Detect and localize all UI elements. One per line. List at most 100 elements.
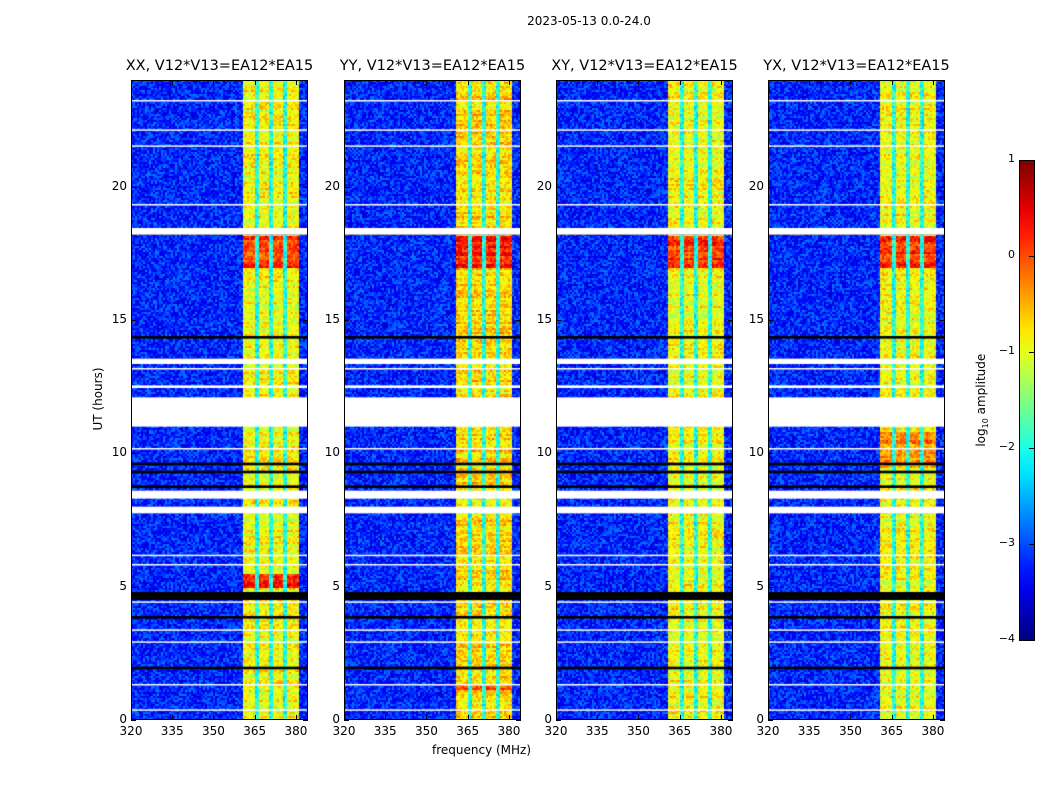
- y-tick: [940, 586, 945, 588]
- waterfall-heatmap: [768, 80, 945, 720]
- colorbar-tick-label: 1: [1008, 152, 1015, 165]
- x-tick-label: 365: [456, 724, 480, 738]
- y-tick: [728, 586, 733, 588]
- y-tick-label: 20: [111, 178, 127, 193]
- colorbar: [1019, 160, 1035, 641]
- x-tick: [213, 80, 215, 85]
- y-tick-label: 10: [748, 445, 764, 460]
- y-tick-label: 5: [119, 578, 127, 593]
- x-tick: [891, 715, 893, 720]
- x-tick-label: 350: [415, 724, 438, 738]
- y-tick: [344, 320, 349, 321]
- y-tick: [728, 453, 733, 455]
- y-tick: [344, 586, 349, 588]
- panel-title: XX, V12*V13=EA12*EA15: [125, 58, 314, 74]
- y-tick: [768, 320, 773, 321]
- x-tick-label: 380: [497, 724, 521, 738]
- x-tick: [254, 715, 256, 720]
- x-tick: [720, 715, 722, 720]
- x-tick: [556, 80, 557, 85]
- y-tick-label: 15: [536, 312, 552, 326]
- colorbar-tick-label: 0: [1008, 248, 1015, 261]
- x-tick: [254, 80, 256, 85]
- y-tick-label: 5: [756, 578, 764, 593]
- y-tick-label: 20: [324, 178, 340, 193]
- x-tick: [467, 715, 469, 720]
- x-tick: [172, 80, 174, 85]
- colorbar-tick: [1029, 448, 1034, 449]
- y-tick: [516, 453, 521, 455]
- x-tick-label: 335: [160, 724, 184, 738]
- y-tick: [131, 453, 136, 455]
- colorbar-tick-label: −3: [998, 536, 1015, 549]
- x-tick-label: 320: [756, 724, 780, 738]
- x-tick: [385, 715, 387, 720]
- y-tick-label: 20: [748, 178, 764, 193]
- y-tick-label: 0: [544, 712, 552, 726]
- y-tick: [516, 586, 521, 588]
- colorbar-tick-label: −2: [998, 440, 1015, 453]
- x-tick: [679, 715, 681, 720]
- x-tick: [597, 80, 599, 85]
- y-tick: [344, 720, 349, 721]
- x-tick: [768, 80, 769, 85]
- x-tick: [809, 715, 811, 720]
- panel-title: YX, V12*V13=EA12*EA15: [763, 58, 950, 74]
- x-tick: [131, 715, 132, 720]
- y-tick-label: 0: [332, 712, 340, 726]
- x-tick: [720, 80, 722, 85]
- y-tick-label: 0: [119, 712, 127, 726]
- x-tick-label: 365: [243, 724, 267, 738]
- y-tick-label: 5: [332, 578, 340, 593]
- x-tick-label: 365: [668, 724, 692, 738]
- x-tick: [809, 80, 811, 85]
- y-tick: [131, 720, 136, 721]
- x-tick: [508, 715, 510, 720]
- y-tick: [556, 720, 561, 721]
- x-tick-label: 320: [544, 724, 568, 738]
- y-tick: [516, 720, 521, 721]
- x-tick: [295, 715, 297, 720]
- y-tick: [516, 186, 521, 188]
- y-tick: [303, 186, 308, 188]
- x-tick: [932, 715, 934, 720]
- x-tick-label: 320: [119, 724, 143, 738]
- y-tick: [940, 186, 945, 188]
- y-tick-label: 0: [756, 712, 764, 726]
- x-tick-label: 335: [585, 724, 609, 738]
- y-tick: [768, 186, 773, 188]
- panel-xy: XY, V12*V13=EA12*EA15 320 335 350 365 380 0 5 1…: [537, 58, 738, 738]
- colorbar-tick-label: −4: [998, 632, 1015, 645]
- y-tick: [303, 453, 308, 455]
- y-tick-label: 10: [536, 445, 552, 460]
- x-tick: [295, 80, 297, 85]
- y-tick-label: 10: [111, 445, 127, 460]
- x-tick-label: 320: [332, 724, 356, 738]
- x-tick: [679, 80, 681, 85]
- x-tick: [213, 715, 215, 720]
- y-tick: [303, 320, 308, 321]
- x-tick-label: 380: [709, 724, 733, 738]
- colorbar-tick: [1029, 640, 1034, 641]
- colorbar-tick-label: −1: [998, 344, 1015, 357]
- x-tick: [426, 80, 428, 85]
- y-tick: [768, 720, 773, 721]
- y-tick-label: 15: [324, 312, 340, 326]
- x-tick: [508, 80, 510, 85]
- x-tick: [768, 715, 769, 720]
- y-tick: [303, 586, 308, 588]
- x-tick: [467, 80, 469, 85]
- y-tick: [131, 586, 136, 588]
- x-tick-label: 350: [202, 724, 225, 738]
- y-tick: [940, 453, 945, 455]
- y-tick: [940, 320, 945, 321]
- y-tick: [940, 720, 945, 721]
- x-tick-label: 365: [880, 724, 904, 738]
- x-tick: [597, 715, 599, 720]
- y-tick: [556, 453, 561, 455]
- y-tick: [131, 320, 136, 321]
- panel-title: XY, V12*V13=EA12*EA15: [551, 58, 738, 74]
- colorbar-tick: [1029, 544, 1034, 545]
- y-tick: [768, 586, 773, 588]
- y-tick-label: 20: [536, 178, 552, 193]
